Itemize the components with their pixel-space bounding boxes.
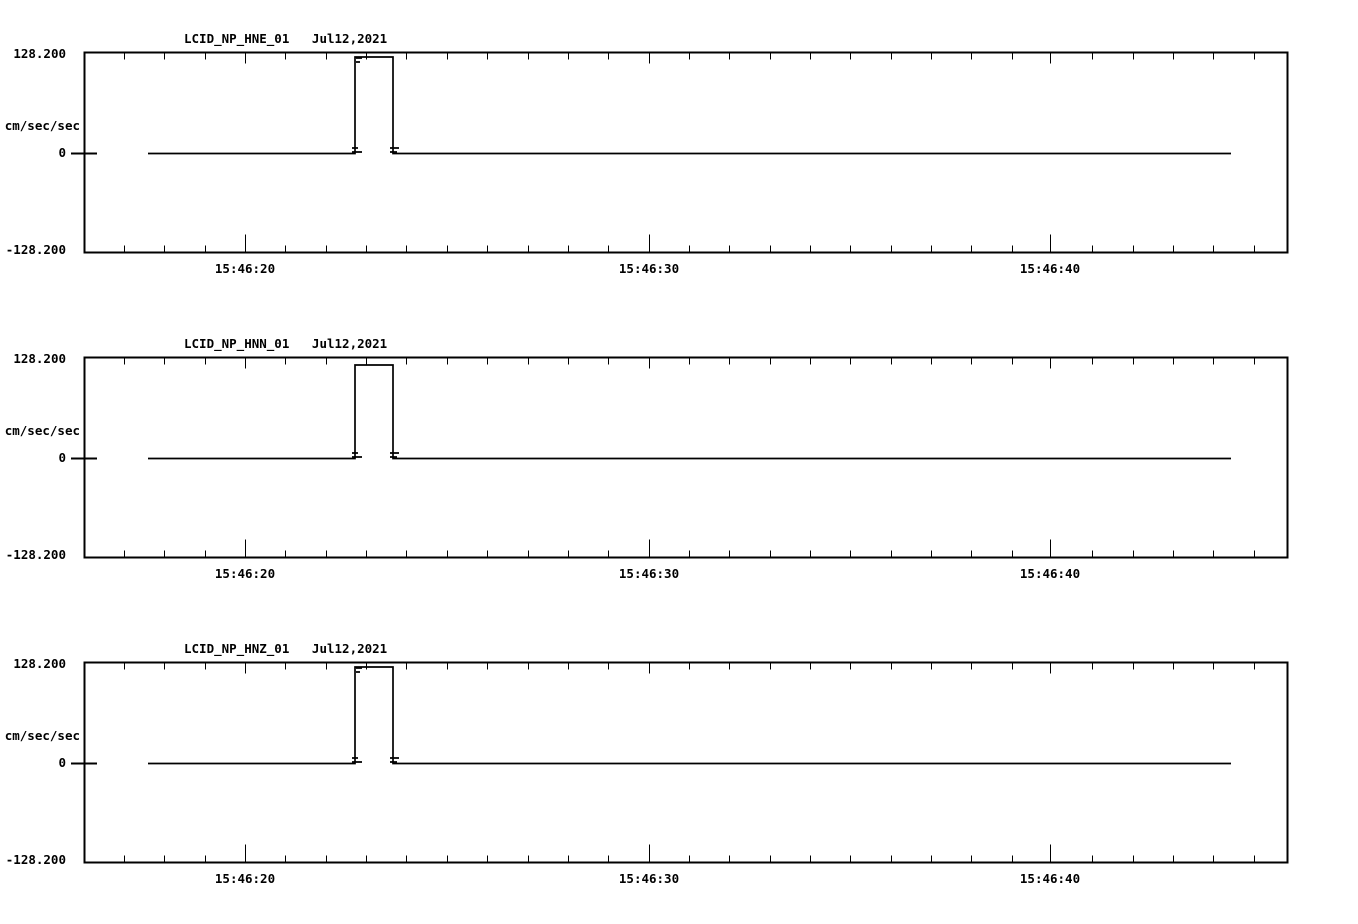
waveform-trace-hne (148, 56, 1231, 155)
y-axis-max-label-hne: 128.200 (13, 46, 66, 61)
trace-panel-hne: LCID_NP_HNE_01 Jul12,2021 128.200 cm/sec… (0, 0, 1358, 300)
x-tick-label-3-hne: 15:46:40 (1019, 261, 1081, 276)
panel-title-hnz: LCID_NP_HNZ_01 Jul12,2021 (184, 641, 388, 656)
plot-frame-hne (71, 51, 1289, 254)
x-tick-label-3-hnz: 15:46:40 (1019, 871, 1081, 886)
trace-panel-hnn: LCID_NP_HNN_01 Jul12,2021 128.200 cm/sec… (0, 305, 1358, 605)
x-tick-label-2-hnz: 15:46:30 (618, 871, 680, 886)
y-axis-min-label-hnn: -128.200 (5, 547, 66, 562)
plot-frame-hnz (71, 661, 1289, 864)
y-axis-max-label-hnz: 128.200 (13, 656, 66, 671)
x-tick-label-1-hne: 15:46:20 (214, 261, 276, 276)
waveform-trace-hnn (148, 364, 1231, 460)
panel-title-hnn: LCID_NP_HNN_01 Jul12,2021 (184, 336, 388, 351)
y-axis-unit-label-hne: cm/sec/sec (4, 118, 80, 133)
y-axis-min-label-hne: -128.200 (5, 242, 66, 257)
y-axis-zero-label-hnn: 0 (58, 450, 66, 465)
y-axis-zero-label-hne: 0 (58, 145, 66, 160)
x-tick-label-2-hnn: 15:46:30 (618, 566, 680, 581)
x-tick-label-3-hnn: 15:46:40 (1019, 566, 1081, 581)
y-axis-unit-label-hnz: cm/sec/sec (4, 728, 80, 743)
y-axis-min-label-hnz: -128.200 (5, 852, 66, 867)
y-axis-max-label-hnn: 128.200 (13, 351, 66, 366)
x-tick-label-2-hne: 15:46:30 (618, 261, 680, 276)
trace-panel-hnz: LCID_NP_HNZ_01 Jul12,2021 128.200 cm/sec… (0, 610, 1358, 920)
waveform-trace-hnz (148, 666, 1231, 765)
panel-title-hne: LCID_NP_HNE_01 Jul12,2021 (184, 31, 388, 46)
x-tick-label-1-hnn: 15:46:20 (214, 566, 276, 581)
y-axis-zero-label-hnz: 0 (58, 755, 66, 770)
plot-frame-hnn (71, 356, 1289, 559)
y-axis-unit-label-hnn: cm/sec/sec (4, 423, 80, 438)
x-tick-label-1-hnz: 15:46:20 (214, 871, 276, 886)
